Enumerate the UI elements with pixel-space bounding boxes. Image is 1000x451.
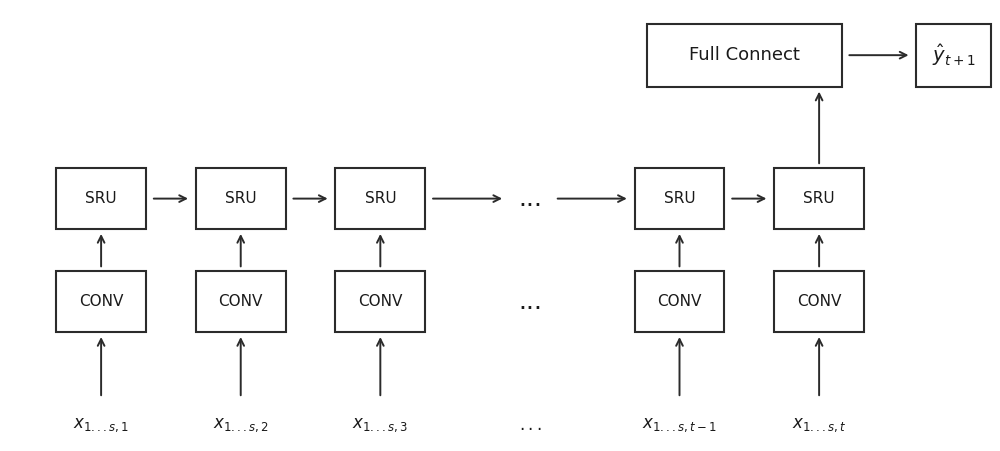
Text: $x_{1...s,t-1}$: $x_{1...s,t-1}$	[642, 416, 717, 434]
Text: SRU: SRU	[365, 191, 396, 206]
Text: $x_{1...s,t}$: $x_{1...s,t}$	[792, 416, 846, 434]
Text: ...: ...	[518, 290, 542, 314]
FancyBboxPatch shape	[916, 24, 991, 87]
FancyBboxPatch shape	[635, 168, 724, 229]
Text: SRU: SRU	[803, 191, 835, 206]
Text: CONV: CONV	[358, 294, 403, 309]
FancyBboxPatch shape	[774, 272, 864, 332]
FancyBboxPatch shape	[196, 168, 286, 229]
Text: $...$: $...$	[519, 416, 541, 434]
FancyBboxPatch shape	[335, 168, 425, 229]
Text: Full Connect: Full Connect	[689, 46, 800, 64]
Text: $x_{1...s,1}$: $x_{1...s,1}$	[73, 416, 129, 434]
Text: $x_{1...s,3}$: $x_{1...s,3}$	[352, 416, 408, 434]
FancyBboxPatch shape	[56, 168, 146, 229]
Text: SRU: SRU	[664, 191, 695, 206]
Text: CONV: CONV	[657, 294, 702, 309]
FancyBboxPatch shape	[56, 272, 146, 332]
FancyBboxPatch shape	[335, 272, 425, 332]
Text: $\hat{y}_{t+1}$: $\hat{y}_{t+1}$	[932, 42, 976, 68]
Text: SRU: SRU	[225, 191, 257, 206]
Text: CONV: CONV	[219, 294, 263, 309]
Text: CONV: CONV	[797, 294, 841, 309]
FancyBboxPatch shape	[774, 168, 864, 229]
Text: $x_{1...s,2}$: $x_{1...s,2}$	[213, 416, 269, 434]
FancyBboxPatch shape	[647, 24, 842, 87]
FancyBboxPatch shape	[635, 272, 724, 332]
FancyBboxPatch shape	[196, 272, 286, 332]
Text: CONV: CONV	[79, 294, 123, 309]
Text: ...: ...	[518, 187, 542, 211]
Text: SRU: SRU	[85, 191, 117, 206]
